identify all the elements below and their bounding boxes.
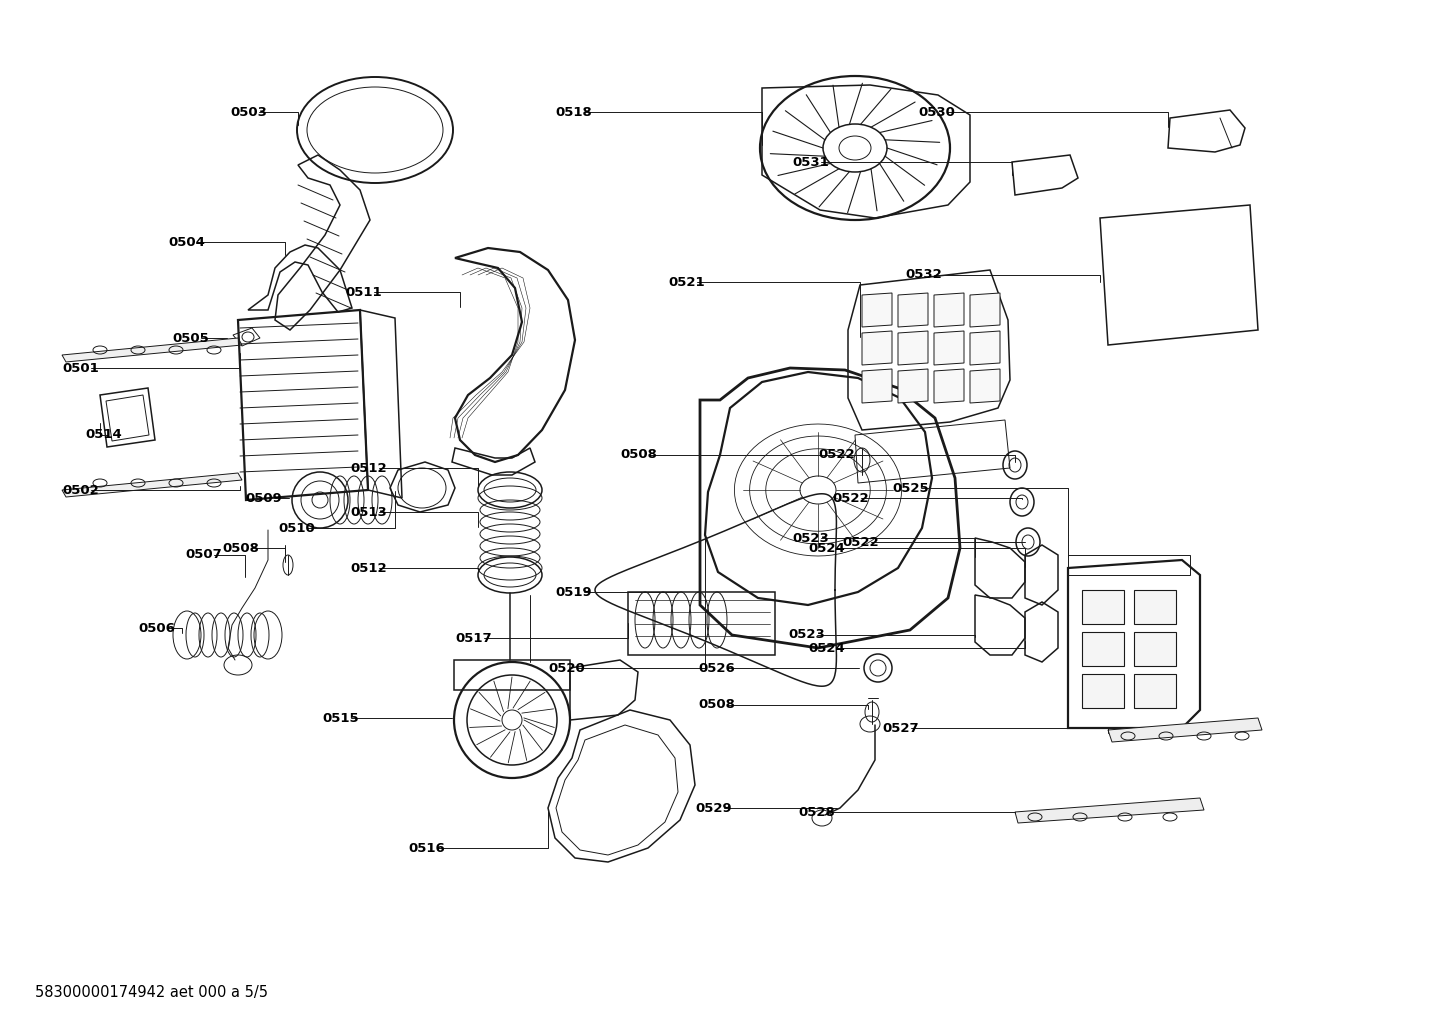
Polygon shape <box>1082 632 1123 666</box>
Text: 0520: 0520 <box>548 661 585 675</box>
Polygon shape <box>862 293 893 327</box>
Polygon shape <box>970 293 999 327</box>
Polygon shape <box>1133 632 1177 666</box>
Polygon shape <box>898 293 929 327</box>
Text: 0503: 0503 <box>231 106 267 118</box>
Text: 0522: 0522 <box>832 491 868 504</box>
Text: 0522: 0522 <box>818 448 855 462</box>
Text: 0501: 0501 <box>62 362 98 375</box>
Polygon shape <box>934 293 965 327</box>
Polygon shape <box>898 369 929 403</box>
Text: 0502: 0502 <box>62 483 98 496</box>
Text: 58300000174942 aet 000 a 5/5: 58300000174942 aet 000 a 5/5 <box>35 984 268 1000</box>
Text: 0524: 0524 <box>808 642 845 654</box>
Polygon shape <box>934 331 965 365</box>
Polygon shape <box>1082 674 1123 708</box>
Polygon shape <box>970 331 999 365</box>
Text: 0530: 0530 <box>919 106 955 118</box>
Text: 0518: 0518 <box>555 106 591 118</box>
Text: 0508: 0508 <box>698 698 735 711</box>
Text: 0526: 0526 <box>698 661 735 675</box>
Text: 0524: 0524 <box>808 541 845 554</box>
Text: 0506: 0506 <box>138 622 174 635</box>
Text: 0527: 0527 <box>883 721 919 735</box>
Text: 0512: 0512 <box>350 561 386 575</box>
Text: 0517: 0517 <box>456 632 492 644</box>
Text: 0512: 0512 <box>350 462 386 475</box>
Text: 0510: 0510 <box>278 522 314 535</box>
Text: 0532: 0532 <box>906 268 942 281</box>
Text: 0505: 0505 <box>172 331 209 344</box>
Polygon shape <box>898 331 929 365</box>
Text: 0511: 0511 <box>345 285 382 299</box>
Polygon shape <box>1133 590 1177 624</box>
Polygon shape <box>62 473 242 497</box>
Text: 0515: 0515 <box>322 711 359 725</box>
Text: 0523: 0523 <box>792 532 829 544</box>
Text: 0508: 0508 <box>620 448 658 462</box>
Polygon shape <box>1133 674 1177 708</box>
Polygon shape <box>62 338 242 362</box>
Text: 0504: 0504 <box>169 235 205 249</box>
Text: 0523: 0523 <box>787 629 825 642</box>
Text: 0513: 0513 <box>350 505 386 519</box>
Polygon shape <box>862 369 893 403</box>
Polygon shape <box>1082 590 1123 624</box>
Text: 0529: 0529 <box>695 802 731 814</box>
Polygon shape <box>862 331 893 365</box>
Polygon shape <box>970 369 999 403</box>
Text: 0525: 0525 <box>893 482 929 494</box>
Text: 0507: 0507 <box>185 548 222 561</box>
Polygon shape <box>1107 718 1262 742</box>
Text: 0516: 0516 <box>408 842 444 855</box>
Text: 0521: 0521 <box>668 275 705 288</box>
Text: 0509: 0509 <box>245 491 281 504</box>
Text: 0514: 0514 <box>85 429 121 441</box>
Text: 0508: 0508 <box>222 541 260 554</box>
Polygon shape <box>1015 798 1204 823</box>
Text: 0528: 0528 <box>797 805 835 818</box>
Polygon shape <box>934 369 965 403</box>
Text: 0522: 0522 <box>842 536 878 548</box>
Text: 0531: 0531 <box>792 156 829 168</box>
Text: 0519: 0519 <box>555 586 591 598</box>
